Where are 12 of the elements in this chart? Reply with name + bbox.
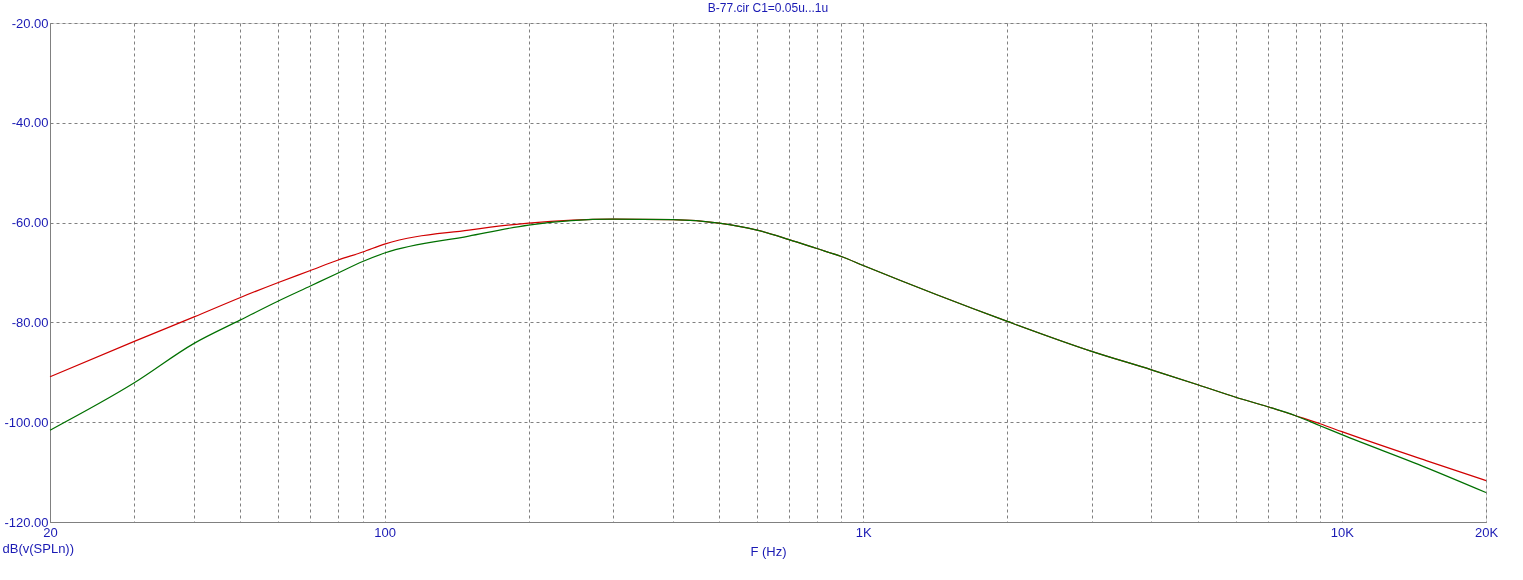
x-axis-title: F (Hz) bbox=[750, 543, 787, 559]
x-tick-label: 1K bbox=[855, 524, 873, 540]
x-tick-label: 100 bbox=[374, 524, 396, 540]
x-tick-label: 20K bbox=[1474, 524, 1499, 540]
y-tick-label: -80.00 bbox=[11, 314, 49, 330]
y-tick-label: -40.00 bbox=[11, 115, 49, 131]
y-tick-label: -100.00 bbox=[4, 414, 49, 430]
x-tick-label: 10K bbox=[1330, 524, 1355, 540]
y-tick-label: -60.00 bbox=[11, 215, 49, 231]
y-axis-title: dB(v(SPLn)) bbox=[2, 540, 75, 556]
chart-title: B-77.cir C1=0.05u...1u bbox=[707, 1, 829, 15]
y-tick-label: -20.00 bbox=[11, 15, 49, 31]
